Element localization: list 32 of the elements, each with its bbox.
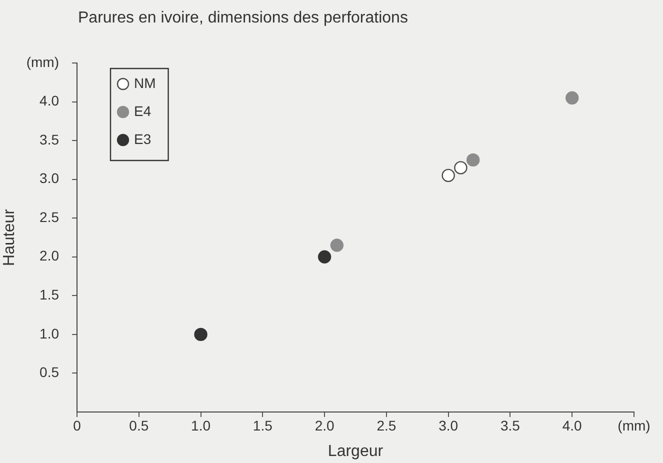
point (330, 238, 344, 252)
legend-label: NM (134, 74, 156, 91)
legend-label: E4 (134, 102, 152, 119)
point (442, 168, 455, 182)
y-tick-label: 2.0 (40, 248, 60, 264)
x-tick-label: 3.0 (438, 417, 458, 434)
x-tick-label: 3.5 (500, 417, 520, 434)
x-tick-label: (mm) (618, 417, 650, 434)
y-tick-label: 2.5 (40, 208, 60, 225)
x-tick-label: 0 (73, 417, 82, 434)
point (318, 250, 332, 264)
y-tick-label: 0.5 (40, 364, 60, 380)
point (566, 91, 579, 104)
point (194, 328, 208, 342)
x-tick-label: 1.0 (191, 417, 211, 434)
x-tick-label: 0.5 (129, 417, 149, 434)
x-axis-title: Largeur (328, 442, 384, 460)
point (466, 153, 480, 167)
y-tick-label: 4.0 (40, 92, 60, 109)
y-tick-label: 3.0 (40, 170, 60, 186)
x-tick-label: 1.5 (252, 417, 273, 434)
y-tick-label: (mm) (26, 54, 59, 70)
x-tick-label: 2.0 (314, 417, 334, 434)
point (454, 161, 468, 174)
x-tick-label: 4.0 (562, 417, 582, 434)
legend-label: E3 (134, 130, 152, 147)
x-tick-label: 2.5 (376, 417, 396, 434)
y-tick-label: 3.5 (40, 131, 60, 148)
y-tick-label: 1.5 (40, 286, 60, 303)
y-axis-title: Hauteur (1, 208, 18, 266)
chart-title: Parures en ivoire, dimensions des perforations (78, 9, 408, 26)
y-tick-label: 1.0 (40, 325, 60, 342)
